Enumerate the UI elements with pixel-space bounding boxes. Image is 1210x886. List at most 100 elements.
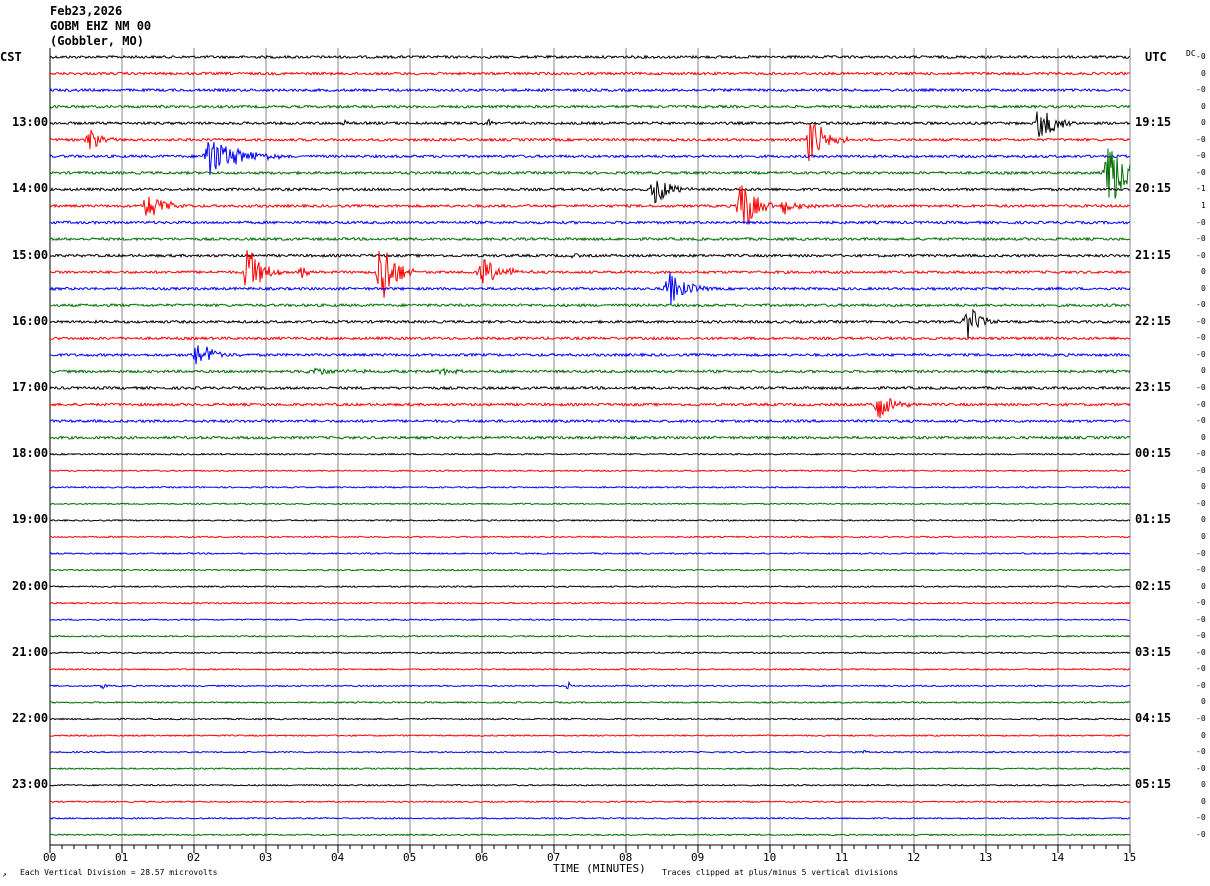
dc-label: DC	[1186, 49, 1196, 58]
x-tick-label: 01	[115, 851, 129, 864]
right-hour-label: 02:15	[1135, 578, 1172, 593]
seismic-trace	[49, 435, 1131, 441]
dc-offset-label: -0	[1196, 151, 1206, 161]
dc-offset-label: -0	[1196, 664, 1206, 674]
dc-offset-label: 0	[1201, 730, 1206, 740]
seismic-trace	[49, 236, 1131, 242]
x-tick-label: 14	[1051, 851, 1065, 864]
dc-offset-label: 0	[1201, 432, 1206, 442]
seismic-trace	[49, 700, 1131, 704]
seismic-trace	[49, 418, 1131, 424]
dc-offset-label: -0	[1196, 829, 1206, 839]
right-hour-label: 04:15	[1135, 711, 1172, 725]
seismic-trace	[49, 367, 1131, 377]
x-tick-label: 03	[259, 851, 273, 864]
seismic-trace	[49, 253, 1131, 259]
seismic-trace	[49, 452, 1131, 456]
dc-offset-label: -0	[1196, 349, 1206, 359]
x-tick-label: 02	[187, 851, 201, 864]
seismic-trace	[49, 833, 1131, 837]
left-hour-label: 14:00	[12, 181, 49, 196]
seismic-trace	[49, 141, 1131, 175]
dc-offset-label: -0	[1196, 465, 1206, 475]
dc-offset-label: -0	[1196, 167, 1206, 177]
dc-offset-label: 0	[1201, 118, 1206, 128]
x-tick-label: 05	[403, 851, 417, 864]
seismic-trace	[49, 123, 1131, 162]
left-hour-label: 21:00	[12, 644, 49, 659]
dc-offset-label: 0	[1201, 283, 1206, 293]
x-tick-label: 13	[979, 851, 993, 864]
dc-offset-label: -0	[1196, 333, 1206, 343]
dc-offset-label: -0	[1196, 300, 1206, 310]
dc-offset-label: -0	[1196, 548, 1206, 558]
dc-offset-label: 0	[1201, 68, 1206, 78]
seismic-trace	[49, 535, 1131, 539]
seismic-trace	[49, 469, 1131, 473]
x-tick-label: 00	[43, 851, 57, 864]
dc-offset-label: -0	[1196, 383, 1206, 392]
dc-offset-label: -0	[1196, 234, 1206, 244]
x-tick-label: 15	[1123, 851, 1137, 864]
seismic-trace	[49, 800, 1131, 804]
right-timezone-label: UTC	[1145, 50, 1167, 64]
dc-offset-label: -0	[1196, 85, 1206, 95]
left-hour-label: 15:00	[12, 247, 49, 262]
left-hour-label: 16:00	[12, 313, 49, 328]
station-code: GOBM EHZ NM 00	[50, 19, 152, 33]
dc-offset-label: 0	[1201, 780, 1206, 790]
x-tick-label: 08	[619, 851, 633, 864]
dc-offset-label: -0	[1196, 416, 1206, 426]
dc-offset-label: 0	[1201, 796, 1206, 806]
dc-offset-label: -0	[1196, 714, 1206, 723]
x-tick-label: 06	[475, 851, 489, 864]
dc-offset-label: -0	[1196, 250, 1206, 260]
clip-note: Traces clipped at plus/minus 5 vertical …	[662, 868, 899, 877]
dc-offset-label: -0	[1196, 680, 1206, 690]
left-hour-label: 18:00	[12, 446, 49, 461]
dc-offset-label: 1	[1201, 200, 1206, 210]
dc-offset-label: 0	[1201, 267, 1206, 277]
seismic-trace	[49, 518, 1131, 522]
seismic-trace	[49, 749, 1131, 754]
seismic-trace	[49, 271, 1131, 306]
right-hour-label: 22:15	[1135, 313, 1172, 328]
right-hour-label: 19:15	[1135, 115, 1172, 130]
dc-offset-label: -1	[1196, 184, 1206, 194]
dc-offset-label: -0	[1196, 747, 1206, 757]
dc-offset-label: 0	[1201, 581, 1206, 591]
dc-offset-label: 0	[1201, 482, 1206, 492]
corner-mark: ↗	[2, 870, 7, 879]
seismic-trace	[49, 552, 1131, 556]
seismic-trace	[49, 308, 1131, 339]
dc-offset-label: 0	[1201, 697, 1206, 707]
seismic-trace	[50, 345, 1131, 365]
x-tick-label: 04	[331, 851, 345, 864]
seismic-trace	[50, 601, 1131, 605]
x-tick-label: 10	[763, 851, 777, 864]
dc-offset-label: -0	[1196, 399, 1206, 409]
right-hour-label: 21:15	[1135, 247, 1172, 262]
seismic-trace	[49, 667, 1131, 671]
right-hour-label: 01:15	[1135, 512, 1172, 527]
dc-offset-label: -0	[1196, 631, 1206, 641]
right-hour-label: 05:15	[1135, 777, 1172, 792]
seismic-trace	[49, 385, 1131, 391]
x-tick-label: 09	[691, 851, 705, 864]
seismic-trace	[49, 767, 1131, 771]
right-hour-label: 03:15	[1135, 644, 1172, 659]
seismic-trace	[49, 87, 1131, 93]
left-hour-label: 13:00	[12, 115, 49, 130]
dc-offset-label: -0	[1196, 498, 1206, 508]
seismic-trace	[49, 634, 1131, 638]
seismic-trace	[49, 148, 1131, 199]
seismic-trace	[49, 568, 1131, 572]
seismic-trace	[49, 111, 1131, 137]
dc-offset-label: 0	[1201, 101, 1206, 111]
seismic-trace	[49, 302, 1131, 308]
dc-offset-label: -0	[1196, 565, 1206, 575]
right-hour-label: 23:15	[1135, 380, 1172, 394]
scale-note: Each Vertical Division = 28.57 microvolt…	[20, 868, 218, 877]
seismic-trace	[49, 618, 1130, 622]
